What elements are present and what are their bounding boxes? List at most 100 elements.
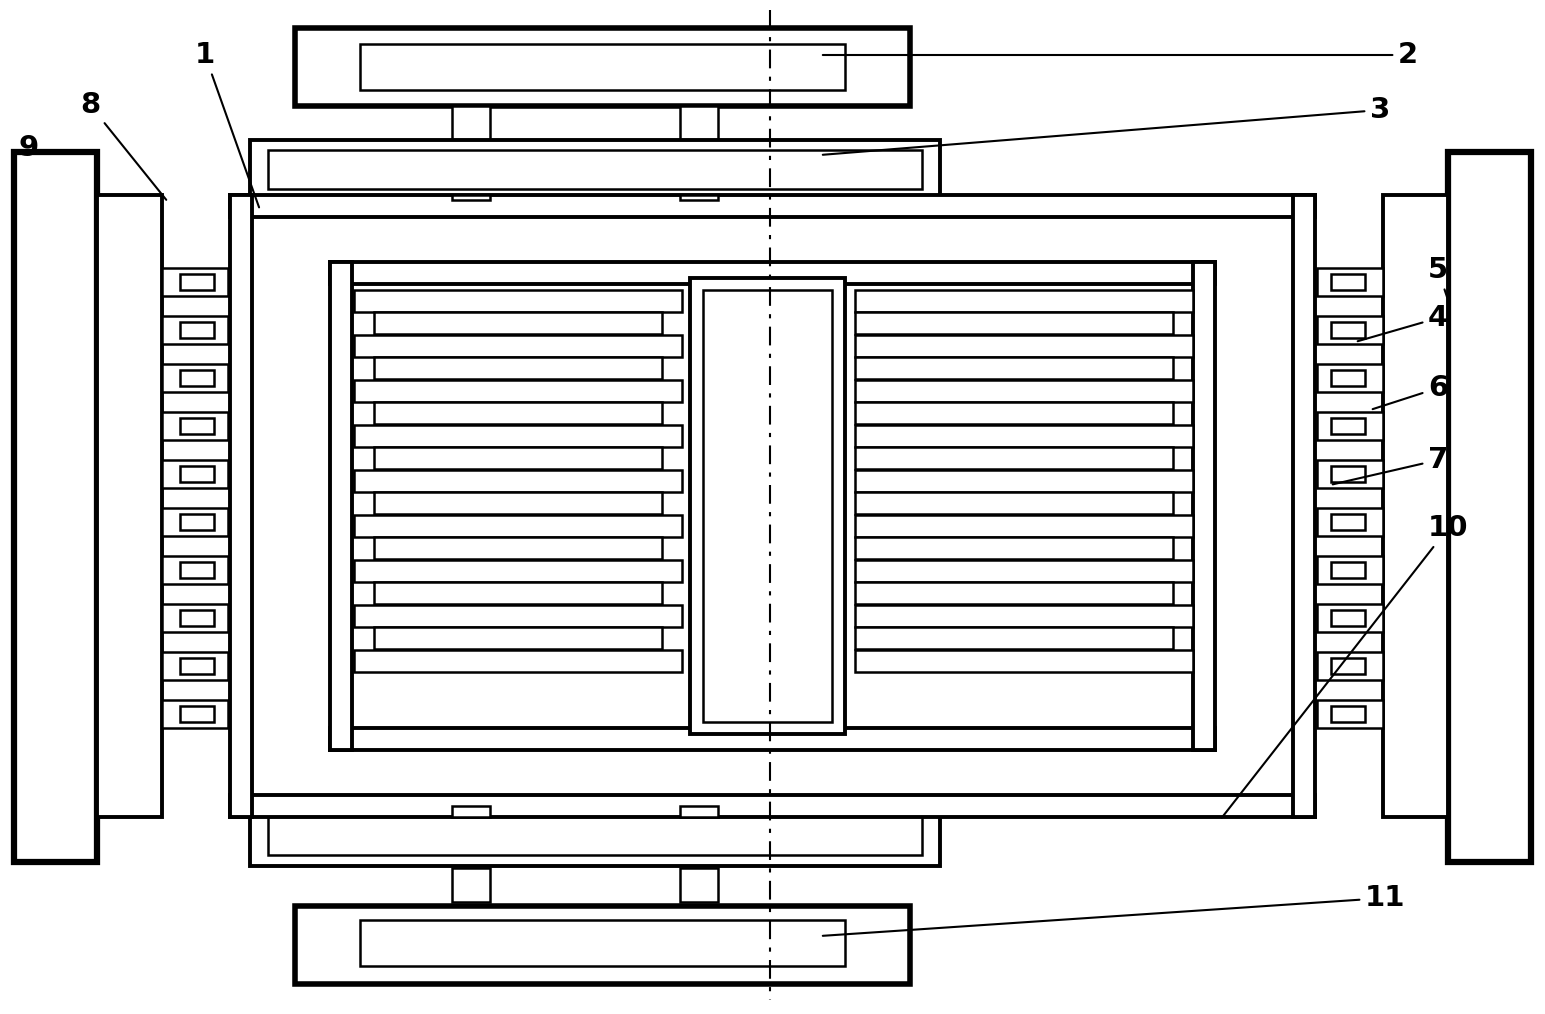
Bar xyxy=(181,706,215,722)
Text: 6: 6 xyxy=(1372,374,1448,409)
Bar xyxy=(360,44,845,90)
Bar xyxy=(374,312,661,334)
Bar xyxy=(854,470,1193,492)
Bar xyxy=(374,447,661,469)
Bar xyxy=(680,868,718,902)
Bar xyxy=(453,106,490,140)
Bar xyxy=(354,380,681,402)
Text: 1: 1 xyxy=(195,41,260,208)
Bar xyxy=(162,508,229,536)
Bar xyxy=(331,262,1214,284)
Bar xyxy=(162,604,229,632)
Bar xyxy=(1316,364,1383,392)
Text: 9: 9 xyxy=(19,134,39,162)
Text: 4: 4 xyxy=(1358,304,1448,342)
Bar xyxy=(854,582,1173,604)
Bar xyxy=(354,335,681,357)
Bar xyxy=(1293,195,1315,817)
Bar xyxy=(162,316,229,344)
Bar xyxy=(680,195,718,200)
Bar xyxy=(1330,706,1364,722)
Bar xyxy=(854,560,1193,582)
Text: 10: 10 xyxy=(1222,514,1468,818)
Bar xyxy=(1316,460,1383,488)
Bar xyxy=(162,364,229,392)
Bar xyxy=(181,466,215,482)
Bar xyxy=(267,816,922,855)
Bar xyxy=(250,806,939,866)
Bar xyxy=(162,412,229,440)
Bar xyxy=(854,447,1173,469)
Bar xyxy=(1330,610,1364,626)
Bar xyxy=(230,195,1315,217)
Bar xyxy=(181,274,215,290)
Bar xyxy=(854,492,1173,514)
Bar xyxy=(691,278,845,734)
Bar xyxy=(374,627,661,649)
Bar xyxy=(453,195,490,200)
Text: 7: 7 xyxy=(1333,446,1448,485)
Bar xyxy=(854,380,1193,402)
Bar xyxy=(374,492,661,514)
Bar xyxy=(1316,268,1383,296)
Bar xyxy=(230,795,1315,817)
Bar xyxy=(1330,418,1364,434)
Bar xyxy=(854,335,1193,357)
Bar xyxy=(1316,556,1383,584)
Bar xyxy=(162,268,229,296)
Bar xyxy=(97,195,162,817)
Bar xyxy=(162,556,229,584)
Bar xyxy=(354,290,681,312)
Bar xyxy=(354,605,681,627)
Bar xyxy=(181,322,215,338)
Bar xyxy=(374,357,661,379)
Bar xyxy=(374,582,661,604)
Bar xyxy=(354,470,681,492)
Bar xyxy=(1330,466,1364,482)
Bar xyxy=(354,650,681,672)
Bar xyxy=(354,425,681,447)
Bar xyxy=(331,262,352,750)
Bar xyxy=(374,402,661,424)
Bar xyxy=(267,150,922,189)
Text: 3: 3 xyxy=(823,96,1390,155)
Bar xyxy=(854,357,1173,379)
Bar xyxy=(14,152,97,862)
Bar xyxy=(854,627,1173,649)
Bar xyxy=(181,562,215,578)
Bar xyxy=(162,460,229,488)
Text: 11: 11 xyxy=(823,884,1406,936)
Bar xyxy=(1316,700,1383,728)
Bar xyxy=(680,806,718,817)
Bar xyxy=(250,140,939,200)
Bar xyxy=(703,290,833,722)
Bar xyxy=(354,560,681,582)
Bar xyxy=(295,906,910,984)
Bar xyxy=(162,700,229,728)
Bar xyxy=(854,650,1193,672)
Bar xyxy=(854,312,1173,334)
Bar xyxy=(1316,508,1383,536)
Bar xyxy=(162,652,229,680)
Bar xyxy=(1330,658,1364,674)
Bar xyxy=(854,402,1173,424)
Bar xyxy=(360,920,845,966)
Bar xyxy=(1316,652,1383,680)
Bar xyxy=(1448,152,1531,862)
Bar xyxy=(854,425,1193,447)
Text: 2: 2 xyxy=(823,41,1418,69)
Bar xyxy=(1316,412,1383,440)
Bar xyxy=(680,106,718,140)
Bar xyxy=(1316,604,1383,632)
Bar xyxy=(181,610,215,626)
Bar xyxy=(181,370,215,386)
Bar xyxy=(854,515,1193,537)
Bar xyxy=(374,537,661,559)
Bar xyxy=(181,514,215,530)
Bar xyxy=(1383,195,1448,817)
Text: 8: 8 xyxy=(80,91,167,200)
Bar xyxy=(1330,370,1364,386)
Bar xyxy=(1316,316,1383,344)
Bar xyxy=(181,658,215,674)
Bar xyxy=(1330,562,1364,578)
